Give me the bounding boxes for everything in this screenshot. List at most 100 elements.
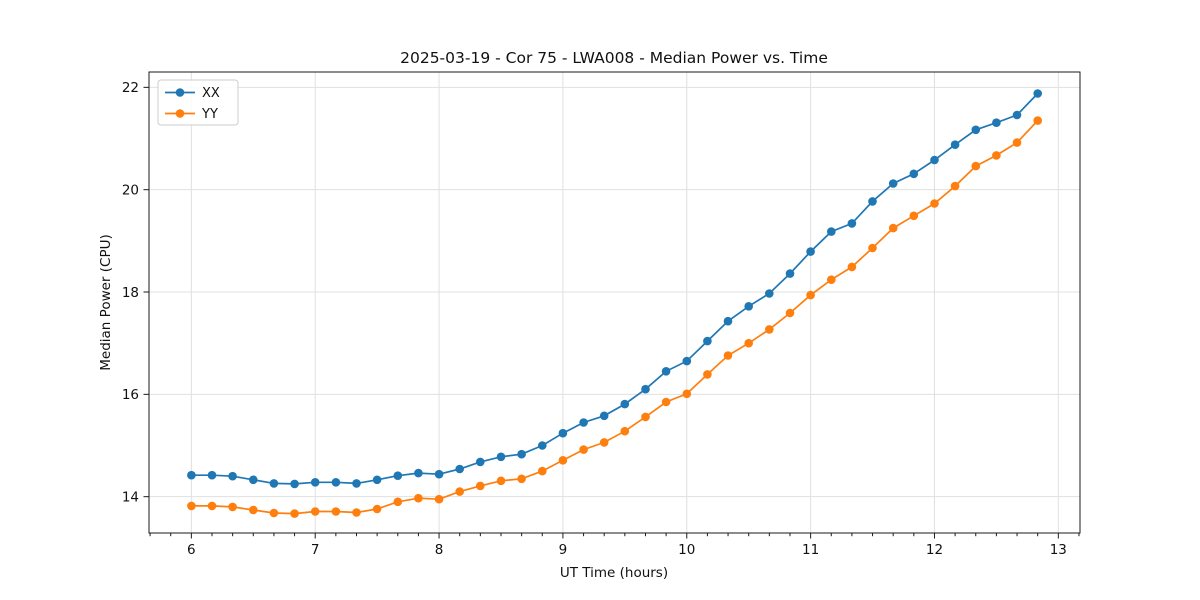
- data-point: [517, 449, 526, 459]
- legend-label-xx: XX: [202, 86, 220, 101]
- legend-marker-yy: [175, 109, 185, 118]
- data-point: [207, 501, 217, 511]
- data-point: [909, 211, 919, 221]
- data-point: [785, 269, 795, 278]
- data-point: [971, 125, 981, 135]
- data-point: [599, 411, 609, 421]
- data-point: [558, 456, 568, 465]
- data-point: [909, 169, 919, 179]
- y-tick-label: 14: [122, 489, 139, 505]
- data-point: [950, 181, 960, 191]
- data-point: [950, 140, 960, 149]
- y-tick-label: 22: [122, 80, 139, 96]
- series-yy: [187, 116, 1042, 518]
- legend-entry: YY: [165, 107, 218, 122]
- data-point: [682, 356, 692, 366]
- plot-border: [148, 71, 1081, 534]
- data-point: [352, 479, 361, 488]
- data-point: [290, 479, 299, 489]
- data-point: [723, 316, 733, 326]
- series-xx: [187, 89, 1042, 489]
- x-tick-label: 7: [311, 542, 320, 558]
- series: [187, 89, 1042, 518]
- data-point: [847, 262, 857, 272]
- data-point: [785, 308, 795, 318]
- legend: XX YY: [157, 79, 239, 126]
- data-point: [992, 151, 1001, 160]
- data-point: [868, 243, 877, 253]
- tick-labels: 6 7 8 9 10 11 12 13 14 16 18 20 22: [122, 80, 1067, 558]
- data-point: [393, 471, 403, 481]
- x-tick-label: 6: [187, 542, 196, 558]
- data-point: [249, 475, 258, 485]
- legend-entry: XX: [165, 86, 220, 101]
- data-point: [703, 370, 712, 379]
- data-point: [496, 476, 506, 486]
- data-point: [558, 428, 568, 438]
- data-point: [434, 494, 444, 504]
- data-point: [888, 179, 898, 188]
- data-point: [1012, 110, 1022, 120]
- data-point: [414, 493, 423, 503]
- data-point: [765, 289, 774, 298]
- chart-title: 2025-03-19 - Cor 75 - LWA008 - Median Po…: [400, 49, 828, 67]
- data-point: [682, 389, 692, 399]
- data-point: [310, 478, 320, 487]
- data-point: [310, 507, 320, 516]
- data-point: [992, 118, 1001, 127]
- data-point: [393, 497, 403, 507]
- data-point: [847, 219, 857, 228]
- data-point: [1033, 89, 1042, 98]
- data-point: [187, 470, 196, 480]
- data-point: [331, 507, 341, 516]
- data-point: [1033, 116, 1042, 125]
- data-point: [579, 445, 588, 454]
- data-point: [868, 197, 877, 206]
- y-tick-label: 16: [122, 387, 139, 403]
- legend-marker-xx: [175, 88, 185, 97]
- data-point: [806, 247, 815, 256]
- data-point: [930, 199, 939, 208]
- x-axis-label: UT Time (hours): [560, 565, 668, 581]
- data-point: [290, 509, 299, 518]
- data-point: [703, 336, 712, 346]
- x-tick-label: 11: [802, 542, 819, 558]
- data-point: [476, 481, 485, 491]
- data-point: [599, 438, 609, 447]
- data-point: [228, 502, 237, 512]
- data-point: [827, 275, 836, 285]
- data-point: [930, 155, 939, 165]
- data-point: [744, 338, 753, 348]
- data-point: [723, 351, 733, 360]
- x-tick-label: 10: [678, 542, 695, 558]
- data-point: [744, 302, 753, 311]
- y-tick-label: 20: [122, 182, 139, 198]
- data-point: [476, 457, 485, 467]
- data-point: [187, 501, 196, 511]
- data-point: [641, 384, 650, 394]
- data-point: [538, 441, 547, 450]
- data-point: [455, 487, 465, 496]
- x-tick-label: 8: [435, 542, 444, 558]
- data-point: [455, 464, 465, 474]
- data-point: [496, 452, 506, 462]
- data-point: [269, 508, 279, 518]
- legend-box: [157, 79, 239, 126]
- x-tick-label: 13: [1050, 542, 1067, 558]
- data-point: [538, 466, 547, 476]
- data-point: [620, 426, 630, 436]
- data-point: [620, 399, 630, 409]
- data-point: [414, 468, 423, 478]
- data-point: [434, 469, 444, 479]
- legend-label-yy: YY: [201, 107, 218, 122]
- data-point: [517, 474, 526, 484]
- data-point: [207, 470, 217, 480]
- y-axis-label: Median Power (CPU): [98, 234, 114, 370]
- data-point: [971, 161, 981, 171]
- gridlines: [149, 72, 1080, 533]
- axis-ticks: [143, 86, 1080, 539]
- data-point: [661, 367, 671, 376]
- data-point: [806, 290, 815, 300]
- data-point: [352, 508, 361, 517]
